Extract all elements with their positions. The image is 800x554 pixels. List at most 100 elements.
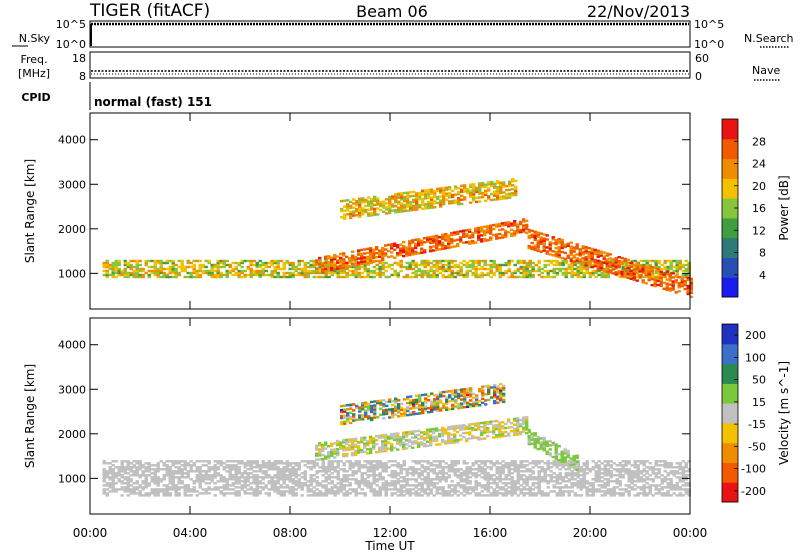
velocity-echo-cell [261, 482, 265, 485]
power-echo-cell [306, 269, 310, 273]
power-echo-cell [222, 273, 226, 277]
velocity-echo-cell [450, 490, 454, 493]
power-echo-cell [525, 269, 529, 273]
velocity-echo-cell [174, 470, 178, 473]
velocity-echo-cell [132, 464, 136, 467]
velocity-echo-cell [321, 480, 325, 483]
power-echo-cell [435, 269, 439, 273]
velocity-echo-cell [597, 476, 601, 479]
velocity-echo-cell [525, 420, 529, 423]
velocity-echo-cell [177, 480, 181, 483]
power-echo-cell [683, 287, 687, 291]
velocity-echo-cell [243, 482, 247, 485]
power-echo-cell [555, 263, 559, 267]
power-echo-cell [207, 269, 211, 273]
velocity-echo-cell [498, 472, 502, 475]
power-echo-cell [162, 273, 166, 277]
power-echo-cell [369, 275, 373, 279]
velocity-echo-cell [423, 445, 427, 448]
velocity-echo-cell [465, 488, 469, 491]
velocity-echo-cell [375, 466, 379, 469]
cpid-mode: normal (fast) 151 [94, 95, 212, 109]
power-echo-cell [373, 207, 377, 211]
velocity-echo-cell [252, 474, 256, 477]
velocity-echo-cell [606, 470, 610, 473]
power-echo-cell [554, 247, 558, 250]
power-echo-cell [477, 267, 481, 271]
power-echo-cell [501, 273, 505, 277]
velocity-echo-cell [474, 476, 478, 479]
power-echo-cell [367, 204, 371, 207]
velocity-echo-cell [363, 438, 367, 441]
velocity-echo-cell [339, 443, 343, 446]
power-echo-cell [381, 271, 385, 275]
power-echo-cell [348, 265, 352, 268]
power-echo-cell [644, 274, 648, 277]
power-echo-cell [324, 257, 328, 260]
power-echo-cell [522, 228, 526, 231]
power-echo-cell [105, 273, 109, 277]
power-echo-cell [429, 261, 433, 265]
velocity-echo-cell [492, 490, 496, 493]
velocity-echo-cell [340, 416, 344, 420]
velocity-echo-cell [447, 484, 451, 487]
power-echo-cell [180, 267, 184, 271]
power-echo-cell [354, 264, 358, 267]
power-echo-cell [459, 267, 463, 271]
velocity-echo-cell [120, 462, 124, 465]
velocity-echo-cell [343, 408, 347, 411]
power-echo-cell [327, 271, 331, 275]
power-echo-cell [370, 214, 374, 217]
power-echo-cell [686, 290, 690, 294]
power-echo-cell [471, 273, 475, 277]
power-echo-cell [439, 187, 443, 190]
velocity-echo-cell [330, 452, 334, 455]
velocity-echo-cell [366, 482, 370, 485]
velocity-echo-cell [258, 470, 262, 473]
velocity-echo-cell [441, 488, 445, 491]
power-echo-cell [423, 271, 427, 275]
velocity-echo-cell [343, 420, 347, 423]
velocity-echo-cell [558, 468, 562, 471]
velocity-echo-cell [543, 474, 547, 477]
power-echo-cell [135, 265, 139, 269]
velocity-echo-cell [525, 426, 529, 429]
power-echo-cell [474, 229, 478, 232]
power-echo-cell [683, 275, 687, 279]
velocity-echo-cell [561, 494, 565, 497]
power-echo-cell [510, 275, 514, 279]
power-echo-cell [438, 248, 442, 251]
velocity-echo-cell [636, 480, 640, 483]
power-echo-cell [457, 201, 461, 204]
velocity-echo-cell [660, 492, 664, 495]
power-echo-cell [687, 273, 691, 277]
power-echo-cell [684, 259, 688, 263]
power-echo-cell [542, 249, 546, 252]
power-echo-cell [174, 263, 178, 267]
velocity-echo-cell [393, 484, 397, 487]
power-echo-cell [501, 224, 505, 227]
velocity-echo-cell [435, 460, 439, 463]
velocity-echo-cell [507, 474, 511, 477]
velocity-echo-cell [276, 474, 280, 477]
power-echo-cell [387, 255, 391, 259]
velocity-echo-cell [144, 476, 148, 479]
velocity-echo-cell [615, 470, 619, 473]
velocity-echo-cell [534, 460, 538, 463]
power-echo-cell [117, 267, 121, 271]
velocity-echo-cell [234, 478, 238, 481]
velocity-echo-cell [225, 484, 229, 487]
velocity-echo-cell [585, 472, 589, 475]
power-echo-cell [671, 282, 675, 285]
velocity-echo-cell [477, 482, 481, 485]
velocity-echo-cell [354, 478, 358, 481]
velocity-echo-cell [426, 462, 430, 465]
velocity-echo-cell [522, 494, 526, 497]
power-echo-cell [665, 272, 669, 275]
velocity-echo-cell [291, 474, 295, 477]
power-echo-cell [477, 234, 481, 238]
velocity-echo-cell [672, 486, 676, 489]
velocity-echo-cell [438, 478, 442, 481]
power-echo-cell [366, 271, 370, 275]
velocity-echo-cell [237, 470, 241, 473]
